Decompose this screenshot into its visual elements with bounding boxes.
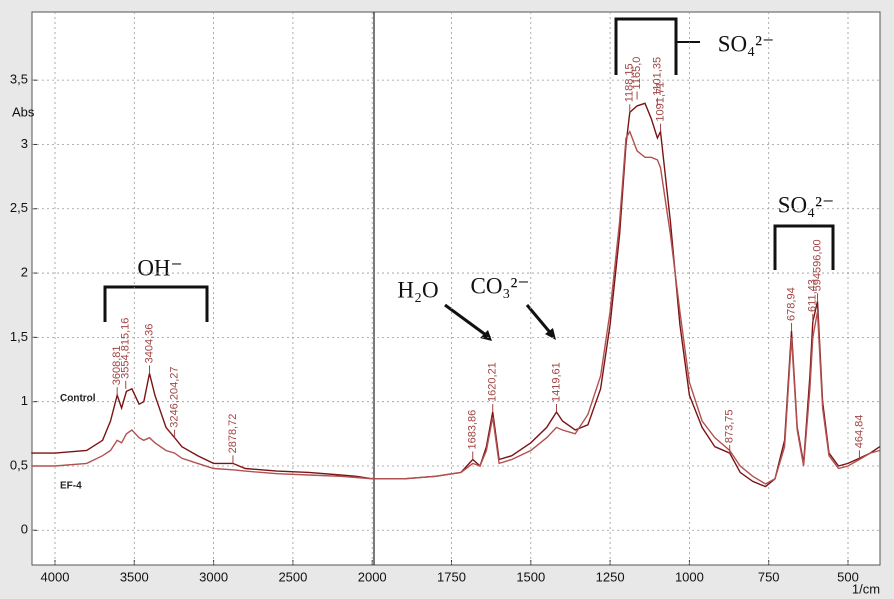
- peak-label: 3608,81: [111, 345, 123, 385]
- x-axis-label: 1/cm: [852, 581, 880, 596]
- peak-label: 873,75: [724, 409, 736, 443]
- y-tick-label: 3,5: [10, 72, 28, 87]
- series-label: EF-4: [60, 481, 82, 492]
- peak-label: 1091,71: [654, 82, 666, 122]
- arrow: [525, 304, 555, 337]
- y-tick-label: 0: [21, 522, 28, 537]
- y-tick-label: 3: [21, 136, 28, 151]
- peak-label: 611,43: [807, 279, 819, 312]
- peak-label: 3554,815,16: [120, 318, 132, 379]
- x-tick-label: 1750: [437, 569, 466, 584]
- x-tick-label: 2500: [278, 569, 307, 584]
- peak-label: 1683,86: [467, 410, 479, 450]
- x-tick-label: 4000: [41, 569, 70, 584]
- peak-label: 594596,00: [811, 239, 823, 291]
- peak-label: 464,84: [853, 415, 865, 449]
- peak-label: 3246,204,27: [168, 367, 180, 428]
- peak-label: 678,94: [785, 287, 797, 321]
- arrow-head: [480, 330, 492, 341]
- annotations: OH⁻ H₂O CO₃²⁻ SO₄²⁻ SO₄²⁻: [103, 17, 835, 341]
- x-tick-label: 3000: [199, 569, 228, 584]
- peak-label: 2878,72: [227, 414, 239, 454]
- bracket: [773, 224, 835, 270]
- arrow: [444, 303, 491, 340]
- peak-label: 1419,61: [550, 362, 562, 402]
- peak-label: 1188,15: [624, 63, 636, 102]
- series-line: [31, 129, 880, 485]
- x-tick-label: 2000: [358, 569, 387, 584]
- peak-label: 1165,0: [631, 57, 643, 90]
- series-label: Control: [60, 393, 96, 404]
- y-tick-label: 1,5: [10, 329, 28, 344]
- peak-label: 3404,36: [143, 324, 155, 364]
- annotation: SO₄²⁻: [718, 31, 774, 56]
- bracket: [103, 285, 209, 322]
- y-tick-label: 0,5: [10, 457, 28, 472]
- peak-label: 1101,35: [651, 57, 663, 96]
- y-axis-label: Abs: [12, 104, 35, 119]
- annotation: OH⁻: [137, 255, 182, 280]
- bracket: [614, 17, 678, 75]
- annotation: CO₃²⁻: [470, 273, 529, 298]
- y-tick-label: 2: [21, 265, 28, 280]
- x-tick-label: 1000: [675, 569, 704, 584]
- x-tick-label: 1500: [516, 569, 545, 584]
- y-tick-label: 2,5: [10, 200, 28, 215]
- y-tick-label: 1: [21, 393, 28, 408]
- x-tick-label: 500: [837, 569, 859, 584]
- x-tick-label: 3500: [120, 569, 149, 584]
- annotation: SO₄²⁻: [778, 192, 834, 217]
- peak-label: 1620,21: [487, 362, 499, 402]
- x-tick-label: 1250: [596, 569, 625, 584]
- x-tick-label: 750: [758, 569, 780, 584]
- annotation: H₂O: [397, 277, 438, 302]
